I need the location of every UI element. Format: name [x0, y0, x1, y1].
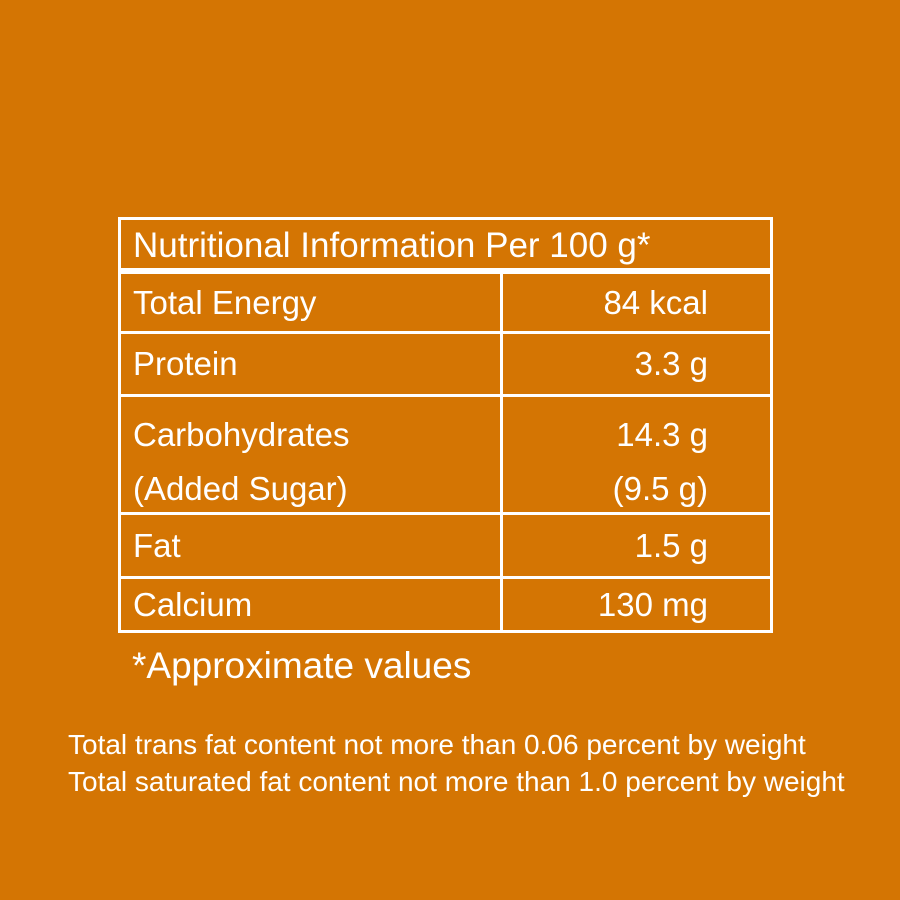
nutrient-value: 3.3 g	[634, 345, 708, 382]
nutrient-value: 1.5 g	[634, 527, 708, 564]
nutrient-value: 84 kcal	[603, 284, 708, 321]
table-row-fat: Fat 1.5 g	[121, 512, 770, 576]
nutrient-name: Total Energy	[121, 274, 503, 331]
nutrient-value: 14.3 g	[616, 416, 708, 453]
table-row-calcium: Calcium 130 mg	[121, 576, 770, 630]
nutrient-name: Protein	[121, 334, 503, 394]
nutrient-name: Carbohydrates	[133, 416, 350, 453]
trans-fat-note: Total trans fat content not more than 0.…	[68, 729, 806, 760]
nutrient-value: 130 mg	[597, 586, 708, 623]
nutrient-name: Fat	[121, 515, 503, 576]
table-row-carbohydrates: Carbohydrates (Added Sugar) 14.3 g (9.5 …	[121, 394, 770, 512]
fat-content-notes: Total trans fat content not more than 0.…	[68, 726, 888, 800]
saturated-fat-note: Total saturated fat content not more tha…	[68, 766, 845, 797]
approximate-values-footnote: *Approximate values	[132, 645, 472, 686]
nutrient-sub-name: (Added Sugar)	[133, 470, 348, 507]
table-row-total-energy: Total Energy 84 kcal	[121, 271, 770, 331]
table-title: Nutritional Information Per 100 g*	[121, 220, 770, 271]
nutrient-name-cell: Carbohydrates (Added Sugar)	[121, 397, 503, 512]
nutrition-table: Nutritional Information Per 100 g* Total…	[118, 217, 773, 633]
nutrient-sub-value: (9.5 g)	[612, 470, 708, 507]
table-row-protein: Protein 3.3 g	[121, 331, 770, 394]
nutrient-value-cell: 14.3 g (9.5 g)	[503, 397, 770, 512]
nutrient-name: Calcium	[121, 579, 503, 630]
